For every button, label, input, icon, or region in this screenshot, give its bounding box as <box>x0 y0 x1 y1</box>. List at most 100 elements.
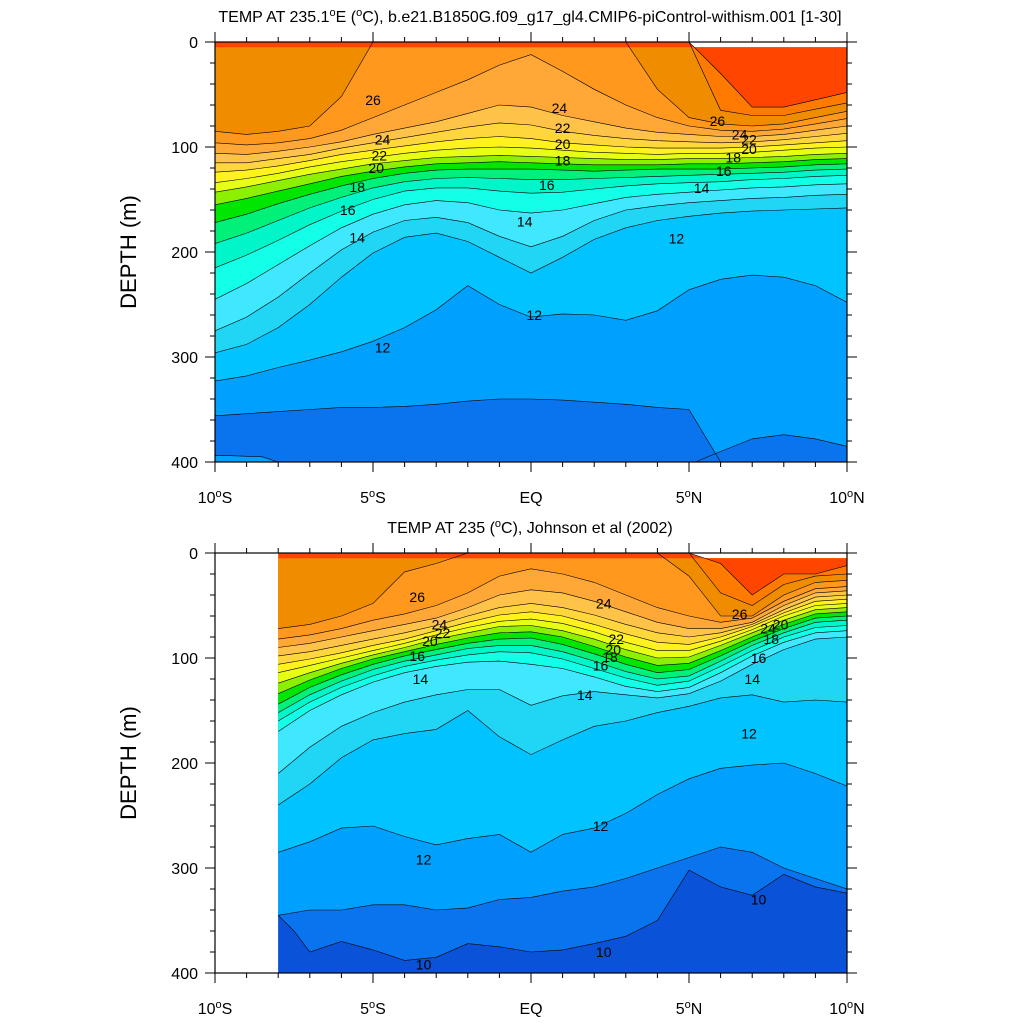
contour-label: 10 <box>751 892 767 908</box>
contour-line-19 <box>215 158 847 206</box>
contour-line-22 <box>278 598 847 665</box>
contour-line-13 <box>278 694 847 806</box>
contour-fill-10 <box>695 434 847 462</box>
contour-label: 18 <box>349 179 365 195</box>
contour-label: 10 <box>416 957 432 973</box>
contour-line-28 <box>278 553 847 596</box>
panel-2-x-tick-labels: 10oS 5oS EQ 5oN 10oN <box>198 999 865 1018</box>
y-tick-label: 300 <box>171 350 198 367</box>
contour-line-26 <box>215 42 847 135</box>
contour-line-12 <box>215 274 847 382</box>
contour-label: 14 <box>694 180 710 196</box>
contour-line-11 <box>278 846 847 916</box>
contour-line-20 <box>278 607 847 684</box>
contour-line-16 <box>215 175 847 269</box>
contour-label: 20 <box>422 633 438 649</box>
contour-line-20 <box>215 153 847 193</box>
y-tick-label: 100 <box>171 140 198 157</box>
contour-line-26 <box>278 553 847 629</box>
contour-label: 12 <box>669 230 685 246</box>
panel-2-contour-labels: 26 24262422201614222018161424201816141212… <box>409 589 788 973</box>
contour-label: 14 <box>413 671 429 687</box>
contour-label: 26 <box>732 606 748 622</box>
panel-2-title: TEMP AT 235 (oC), Johnson et al (2002) <box>387 518 672 537</box>
contour-label: 22 <box>555 120 571 136</box>
contour-line-22 <box>215 136 847 173</box>
x-tick-label: 10oN <box>829 488 864 507</box>
contour-label: 22 <box>372 147 388 163</box>
y-tick-label: 100 <box>171 651 198 668</box>
x-tick-label: 5oN <box>676 488 703 507</box>
contour-line-12 <box>278 762 847 853</box>
contour-label: 26 <box>409 589 425 605</box>
panel-1-contour-labels: 2624262422202422201816142220181614181614… <box>340 92 757 356</box>
contour-label: 20 <box>741 141 757 157</box>
contour-label: 24 <box>596 595 612 611</box>
contour-line-10 <box>695 434 847 462</box>
contour-line-23 <box>278 594 847 657</box>
contour-line-16 <box>278 625 847 722</box>
contour-label: 18 <box>763 631 779 647</box>
contour-line-11 <box>215 398 847 462</box>
x-tick-label: 5oS <box>360 999 386 1018</box>
contour-label: 20 <box>773 616 789 632</box>
contour-label: 14 <box>517 214 533 230</box>
contour-line-17 <box>278 619 847 713</box>
contour-line-25 <box>215 54 847 146</box>
contour-label: 20 <box>605 642 621 658</box>
contour-fill-27 <box>278 553 847 606</box>
contour-fill-26 <box>215 42 847 135</box>
y-tick-label: 0 <box>189 546 198 563</box>
contour-label: 22 <box>435 625 451 641</box>
contour-label: 22 <box>609 631 625 647</box>
contour-line-23 <box>215 122 847 164</box>
contour-label: 12 <box>416 852 432 868</box>
contour-label: 26 <box>710 113 726 129</box>
panel-1-contour-fills <box>215 42 847 462</box>
contour-label: 18 <box>725 150 741 166</box>
contour-label: 14 <box>577 687 593 703</box>
panel-2-y-tick-labels: 0 100 200 300 400 <box>171 546 198 983</box>
contour-label: 24 <box>552 100 568 116</box>
contour-label: 20 <box>368 160 384 176</box>
contour-label: 24 <box>732 126 748 142</box>
contour-line-27 <box>215 42 847 116</box>
y-tick-label: 200 <box>171 756 198 773</box>
contour-label: 16 <box>716 163 732 179</box>
contour-label: 22 <box>741 132 757 148</box>
contour-fill-11 <box>215 455 279 462</box>
contour-line-17 <box>215 168 847 244</box>
contour-fill-28 <box>278 553 847 595</box>
x-tick-label: 5oS <box>360 488 386 507</box>
contour-label: 12 <box>593 818 609 834</box>
contour-line-13 <box>215 207 847 354</box>
contour-label: 24 <box>375 132 391 148</box>
x-tick-label: 5oN <box>676 999 703 1018</box>
x-tick-label: EQ <box>519 1001 542 1018</box>
contour-line-24 <box>215 104 847 155</box>
panel-1: TEMP AT 235.1oE (oC), b.e21.B1850G.f09_g… <box>116 7 865 507</box>
contour-line-11 <box>215 455 279 462</box>
contour-label: 24 <box>432 616 448 632</box>
contour-fill-28 <box>215 42 847 108</box>
x-tick-label: 10oN <box>829 999 864 1018</box>
contour-fill-9 <box>278 870 847 973</box>
y-tick-label: 300 <box>171 861 198 878</box>
contour-label: 12 <box>526 307 542 323</box>
contour-line-28 <box>215 42 847 108</box>
y-tick-label: 400 <box>171 966 198 983</box>
y-tick-label: 400 <box>171 455 198 472</box>
contour-line-15 <box>215 183 847 300</box>
contour-line-21 <box>278 603 847 673</box>
x-tick-label: 10oS <box>198 999 233 1018</box>
contour-label: 16 <box>340 202 356 218</box>
panel-1-y-tick-labels: 0 100 200 300 400 <box>171 35 198 472</box>
contour-line-18 <box>215 163 847 223</box>
contour-line-25 <box>278 568 847 640</box>
contour-label: 12 <box>741 726 757 742</box>
y-tick-label: 0 <box>189 35 198 52</box>
contour-label: 12 <box>375 340 391 356</box>
contour-label: 18 <box>555 153 571 169</box>
contour-label: 16 <box>409 648 425 664</box>
x-tick-label: EQ <box>519 490 542 507</box>
